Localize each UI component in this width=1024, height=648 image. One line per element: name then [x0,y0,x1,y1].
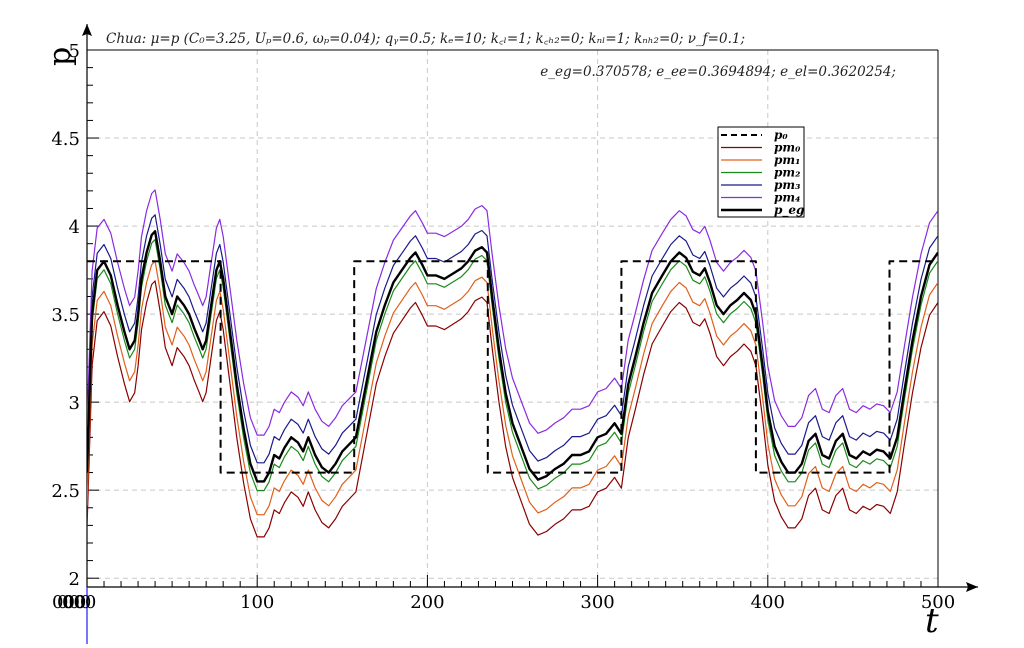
legend-label: pm₀ [774,141,801,155]
y-tick-label: 2.5 [51,481,80,502]
y-tick-label: 3 [69,393,80,414]
series-line-6 [87,230,938,483]
x-tick-label: 200 [410,592,444,613]
legend-label: pm₄ [774,191,800,205]
series-line-0 [87,260,938,474]
x-origin-label: 000 [57,592,91,613]
legend-label: pm₁ [774,153,800,167]
x-origin-label: 000 [62,592,96,613]
chart-title-line2: e_eg=0.370578; e_ee=0.3694894; e_el=0.36… [540,64,896,80]
y-axis-arrow [82,24,92,36]
grid-layer [87,49,939,587]
y-tick-label: 2 [69,569,80,590]
y-tick-label: 4 [69,217,80,238]
x-axis-arrow [966,582,978,592]
legend-label: pm₂ [774,166,800,180]
y-axis-label: p [43,47,78,66]
legend-label: pm₃ [774,178,800,192]
x-tick-label: 400 [751,592,785,613]
chart-title-line1: Chua: μ=p (C₀=3.25, Uₚ=0.6, ωₚ=0.04); qᵧ… [106,31,745,47]
y-tick-label: 4.5 [51,129,80,150]
series-line-5 [87,189,938,436]
series-line-3 [87,239,938,492]
series-line-1 [87,280,938,538]
y-tick-label: 3.5 [51,305,80,326]
x-origin-label: 000 [52,592,86,613]
legend-label: p_eg [774,203,804,218]
series-line-2 [87,260,938,516]
x-tick-label: 300 [580,592,614,613]
x-tick-label: 100 [240,592,274,613]
x-axis-label: t [925,601,939,641]
y-tick-label: 5 [69,41,80,62]
series-line-4 [87,214,938,464]
x-tick-label: 500 [921,592,955,613]
text-layer: Chua: μ=p (C₀=3.25, Uₚ=0.6, ωₚ=0.04); qᵧ… [43,31,939,641]
legend-label: p₀ [774,128,788,142]
series-layer [87,189,938,538]
